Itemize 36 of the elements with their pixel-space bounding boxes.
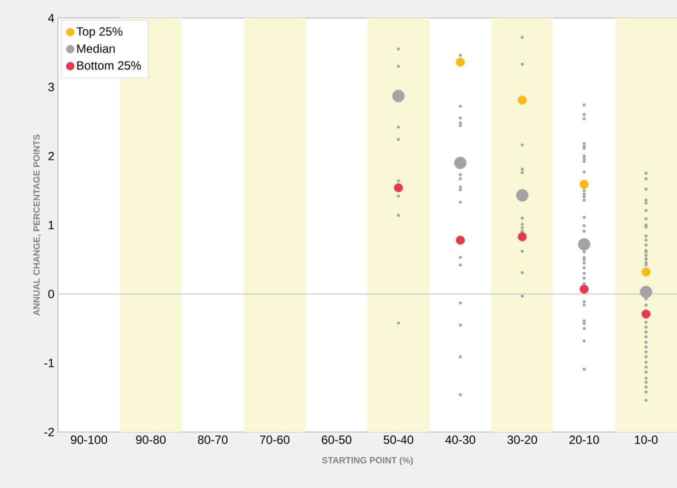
y-tick-label: 1 — [48, 220, 54, 230]
y-tick-label: 2 — [48, 152, 54, 160]
point — [454, 156, 467, 170]
point — [642, 310, 651, 318]
x-tick-label: 10-0 — [635, 436, 658, 444]
x-tick-label: 60-50 — [322, 436, 352, 444]
y-tick-label: -2 — [44, 428, 54, 436]
x-tick-label: 30-20 — [507, 436, 538, 444]
x-tick-label: 90-80 — [136, 436, 166, 444]
legend-label: Bottom 25% — [77, 61, 141, 70]
x-axis-title: STARTING POINT (%) — [322, 456, 413, 466]
point — [518, 96, 527, 105]
y-tick-label: 3 — [48, 82, 54, 92]
x-tick-label: 90-100 — [70, 436, 108, 444]
x-tick-label: 70-60 — [260, 436, 290, 444]
point — [394, 183, 403, 192]
point — [580, 284, 589, 294]
point — [578, 238, 590, 250]
point — [642, 267, 651, 276]
point — [456, 236, 465, 245]
point — [392, 90, 405, 102]
point — [640, 286, 652, 298]
point — [456, 58, 465, 67]
point — [518, 232, 527, 242]
y-tick-label: 0 — [48, 290, 54, 298]
x-tick-label: 20-10 — [569, 436, 599, 444]
y-axis-title: ANNUAL CHANGE, PERCENTAGE POINTS — [33, 134, 42, 316]
y-tick-label: 4 — [48, 14, 54, 22]
point — [516, 189, 528, 202]
x-tick-label: 50-40 — [384, 436, 414, 444]
y-tick-label: -1 — [44, 358, 54, 368]
legend-label: Top 25% — [76, 27, 122, 38]
point — [580, 180, 589, 189]
x-tick-label: 40-30 — [445, 436, 476, 444]
x-tick-label: 80-70 — [198, 436, 228, 444]
legend-label: Median — [77, 44, 115, 53]
